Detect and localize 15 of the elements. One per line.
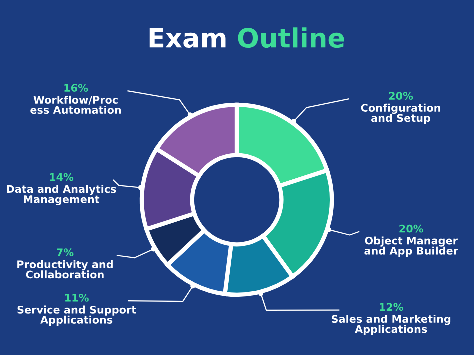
slice-label: Configuration and Setup — [361, 104, 440, 124]
slice-label: Data and Analytics Management — [7, 185, 116, 206]
slice-label: Object Manager and App Builder — [364, 236, 458, 257]
slice-label: Workflow/Proc ess Automation — [30, 96, 122, 114]
data-label: 20% — [389, 92, 414, 100]
data-label: 14% — [50, 173, 74, 182]
data-label: 16% — [64, 84, 88, 92]
chart-title: Exam Outline — [150, 28, 344, 48]
data-label: 11% — [66, 294, 89, 302]
slice-label: Service and Support Applications — [18, 306, 136, 326]
data-label: 12% — [380, 303, 404, 312]
data-label: 20% — [400, 224, 424, 233]
slice-label: Sales and Marketing Applications — [332, 315, 451, 336]
data-label: 7% — [57, 248, 74, 257]
slice-label: Productivity and Collaboration — [18, 260, 113, 279]
